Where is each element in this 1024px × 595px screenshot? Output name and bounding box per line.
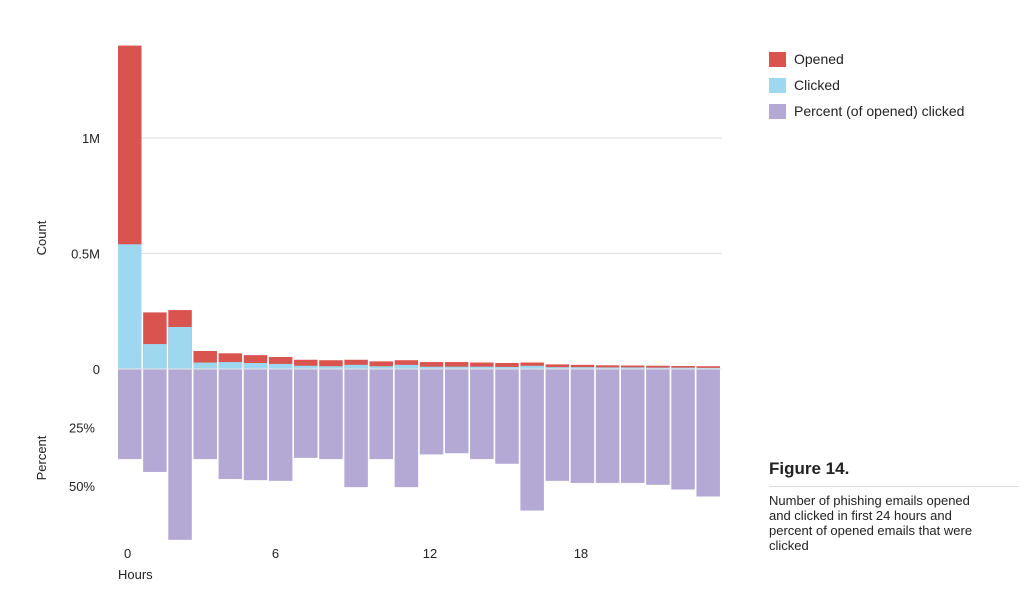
legend-item-percent: Percent (of opened) clicked: [769, 98, 964, 124]
bar-clicked: [470, 366, 494, 369]
bar-percent-clicked: [444, 369, 469, 454]
legend-swatch-opened: [769, 51, 786, 67]
bar-clicked: [419, 366, 444, 369]
x-tick-label: 12: [423, 546, 437, 561]
legend-label-clicked: Clicked: [794, 77, 840, 93]
bar-opened: [621, 365, 645, 369]
percent-axis-label: Percent: [34, 435, 49, 480]
count-tick-label: 0: [93, 362, 100, 377]
bar-percent-clicked: [621, 369, 645, 483]
bar-percent-clicked: [168, 369, 192, 540]
bar-percent-clicked: [193, 369, 217, 460]
bar-clicked: [394, 364, 419, 369]
count-tick-label: 0.5M: [71, 247, 100, 262]
bar-opened: [344, 359, 368, 369]
count-tick-label: 1M: [82, 131, 100, 146]
bar-opened: [444, 362, 469, 369]
bar-percent-clicked: [143, 369, 167, 472]
x-axis-label: Hours: [118, 567, 153, 582]
bar-percent-clicked: [545, 369, 570, 481]
x-tick-label: 6: [272, 546, 279, 561]
legend-label-percent: Percent (of opened) clicked: [794, 103, 965, 119]
bar-opened: [495, 362, 519, 369]
bar-percent-clicked: [570, 369, 595, 483]
bar-percent-clicked: [470, 369, 494, 460]
bar-clicked: [545, 367, 570, 369]
x-tick-label: 18: [574, 546, 588, 561]
bar-clicked: [369, 366, 393, 369]
bar-opened: [646, 365, 670, 369]
bar-opened: [294, 359, 318, 369]
bar-clicked: [118, 244, 142, 369]
bar-clicked: [671, 367, 695, 369]
bar-clicked: [294, 365, 318, 369]
bar-percent-clicked: [495, 369, 519, 464]
bar-clicked: [621, 367, 645, 369]
figure-title: Figure 14.: [769, 459, 1019, 487]
bar-percent-clicked: [319, 369, 343, 460]
legend-swatch-percent: [769, 103, 786, 119]
legend-label-opened: Opened: [794, 51, 844, 67]
count-axis-label: Count: [34, 220, 49, 255]
bar-percent-clicked: [218, 369, 243, 479]
bar-opened: [545, 364, 570, 369]
bar-percent-clicked: [696, 369, 720, 497]
bar-opened: [570, 364, 595, 369]
bar-clicked: [193, 362, 217, 369]
bar-opened: [419, 362, 444, 369]
legend-item-opened: Opened: [769, 46, 964, 72]
bar-clicked: [143, 344, 167, 369]
bar-percent-clicked: [520, 369, 544, 511]
bars: [118, 45, 720, 540]
bar-opened: [696, 366, 720, 369]
bar-clicked: [218, 362, 243, 369]
bar-clicked: [495, 366, 519, 369]
percent-tick-label: 50%: [69, 479, 95, 494]
bar-percent-clicked: [268, 369, 293, 481]
bar-opened: [319, 360, 343, 369]
bar-percent-clicked: [595, 369, 620, 483]
bar-opened: [595, 365, 620, 369]
bar-percent-clicked: [394, 369, 419, 488]
bar-percent-clicked: [243, 369, 268, 481]
bar-clicked: [595, 367, 620, 369]
bar-opened: [369, 361, 393, 369]
bar-clicked: [696, 367, 720, 369]
bar-clicked: [444, 366, 469, 369]
bar-clicked: [319, 366, 343, 369]
bar-clicked: [646, 367, 670, 369]
bar-percent-clicked: [294, 369, 318, 458]
bar-percent-clicked: [671, 369, 695, 490]
bar-opened: [394, 360, 419, 369]
bar-percent-clicked: [419, 369, 444, 455]
bar-clicked: [520, 365, 544, 369]
bar-percent-clicked: [118, 369, 142, 460]
figure-description: Number of phishing emails opened and cli…: [769, 493, 973, 553]
legend: Opened Clicked Percent (of opened) click…: [769, 46, 964, 124]
bar-clicked: [268, 363, 293, 369]
bar-clicked: [570, 367, 595, 369]
legend-item-clicked: Clicked: [769, 72, 964, 98]
bar-opened: [470, 362, 494, 369]
legend-swatch-clicked: [769, 77, 786, 93]
x-tick-label: 0: [124, 546, 131, 561]
count-gridlines: [118, 137, 722, 254]
percent-tick-label: 25%: [69, 421, 95, 436]
figure-caption: Figure 14. Number of phishing emails ope…: [769, 459, 1019, 553]
bar-percent-clicked: [369, 369, 393, 460]
bar-clicked: [168, 326, 192, 369]
bar-clicked: [344, 364, 368, 369]
bar-percent-clicked: [646, 369, 670, 485]
axes: 0 0.5M 1M 25% 50% 0 6 12 18: [69, 131, 722, 561]
bar-clicked: [243, 362, 268, 369]
bar-percent-clicked: [344, 369, 368, 488]
bar-opened: [671, 365, 695, 369]
chart: 0 0.5M 1M 25% 50% 0 6 12 18 Count Percent Hours: [34, 45, 722, 582]
